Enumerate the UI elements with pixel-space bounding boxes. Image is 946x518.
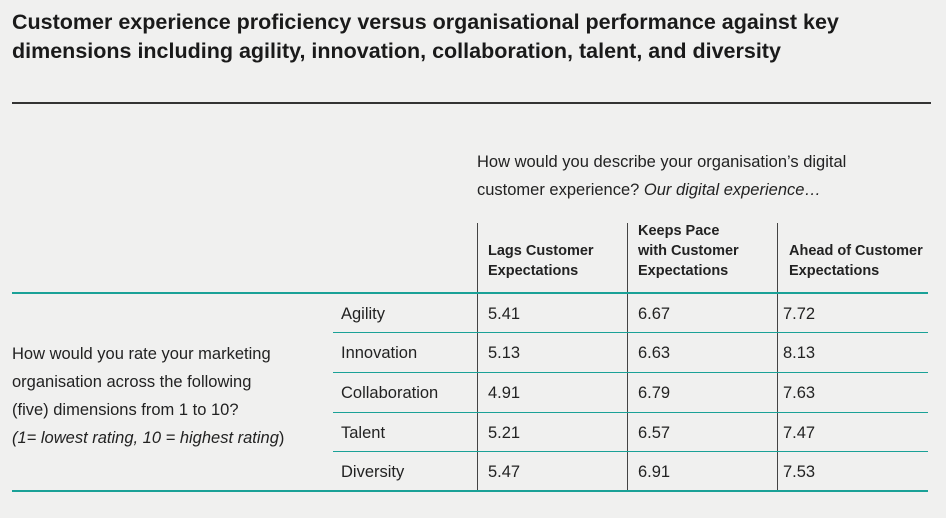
table-cell: 5.13 (488, 344, 521, 362)
table-cell: 7.72 (783, 305, 816, 323)
column-header-lags: Lags Customer Expectations (488, 243, 594, 279)
row-label-agility: Agility (341, 305, 386, 323)
table-cell: 6.91 (638, 463, 671, 481)
row-rule (333, 372, 928, 373)
table-cell: 7.47 (783, 424, 816, 442)
row-label-collaboration: Collaboration (341, 384, 439, 402)
table-cell: 5.41 (488, 305, 521, 323)
page-title: Customer experience proficiency versus o… (12, 10, 839, 63)
table-cell: 6.79 (638, 384, 671, 402)
row-label-diversity: Diversity (341, 463, 405, 481)
column-question-line2: customer experience? Our digital experie… (477, 181, 821, 199)
row-rule (333, 451, 928, 452)
table-cell: 6.63 (638, 344, 671, 362)
column-divider (627, 223, 628, 491)
table-cell: 5.21 (488, 424, 521, 442)
table-cell: 4.91 (488, 384, 521, 402)
row-label-innovation: Innovation (341, 344, 418, 362)
table-header-rule (12, 292, 928, 294)
row-question: How would you rate your marketing organi… (12, 345, 285, 447)
column-divider (777, 223, 778, 491)
table-cell: 6.57 (638, 424, 671, 442)
table-cell: 7.63 (783, 384, 816, 402)
table-cell: 5.47 (488, 463, 521, 481)
table-cell: 8.13 (783, 344, 816, 362)
column-question-line1: How would you describe your organisation… (477, 153, 847, 171)
column-header-ahead: Ahead of Customer Expectations (789, 243, 923, 279)
column-header-keeps-pace: Keeps Pace with Customer Expectations (638, 223, 739, 279)
column-question: How would you describe your organisation… (477, 148, 917, 204)
column-divider (477, 223, 478, 491)
row-rule (333, 332, 928, 333)
table-cell: 7.53 (783, 463, 816, 481)
row-label-talent: Talent (341, 424, 386, 442)
row-rule (333, 412, 928, 413)
table-bottom-rule (12, 490, 928, 492)
title-divider (12, 102, 931, 104)
column-question-italic: Our digital experience… (643, 181, 821, 199)
table-cell: 6.67 (638, 305, 671, 323)
